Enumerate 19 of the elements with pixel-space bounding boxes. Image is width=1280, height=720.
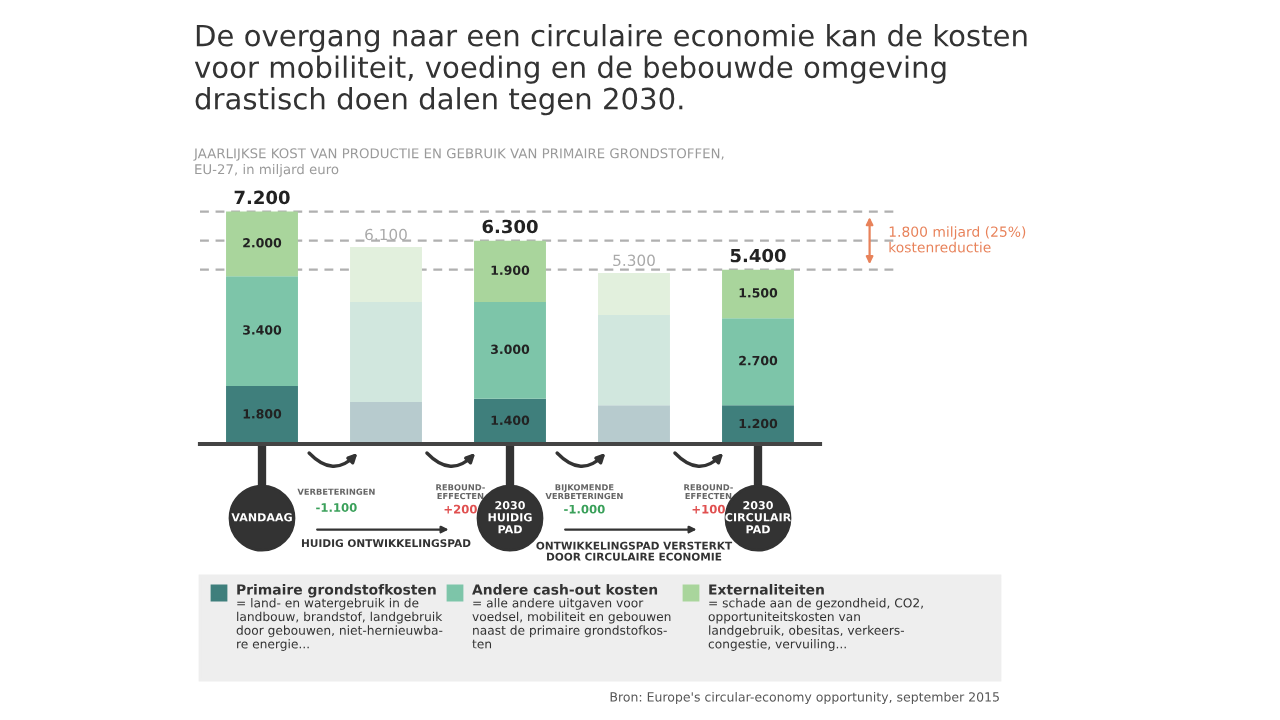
- bar: [350, 247, 422, 302]
- bar: [474, 240, 546, 302]
- total-label: 6.300: [482, 219, 538, 234]
- bar: [474, 301, 546, 399]
- bar: [598, 405, 670, 444]
- total-label: 5.400: [730, 248, 786, 263]
- bar: [598, 272, 670, 315]
- chart-title: De overgang naar een circulaire economie kan de kosten voor mobiliteit, voeding en de bebouwde omgeving drastisch doen dalen tegen 2030.: [194, 24, 1027, 116]
- total-label: 7.200: [234, 190, 290, 205]
- bar: [722, 405, 794, 444]
- bar: [598, 314, 670, 406]
- bar: [350, 301, 422, 403]
- bar: [226, 385, 298, 444]
- bar: [722, 269, 794, 319]
- bar: [474, 398, 546, 444]
- bar: [226, 211, 298, 277]
- bar: [226, 276, 298, 386]
- bar: [722, 318, 794, 406]
- bar: [350, 402, 422, 444]
